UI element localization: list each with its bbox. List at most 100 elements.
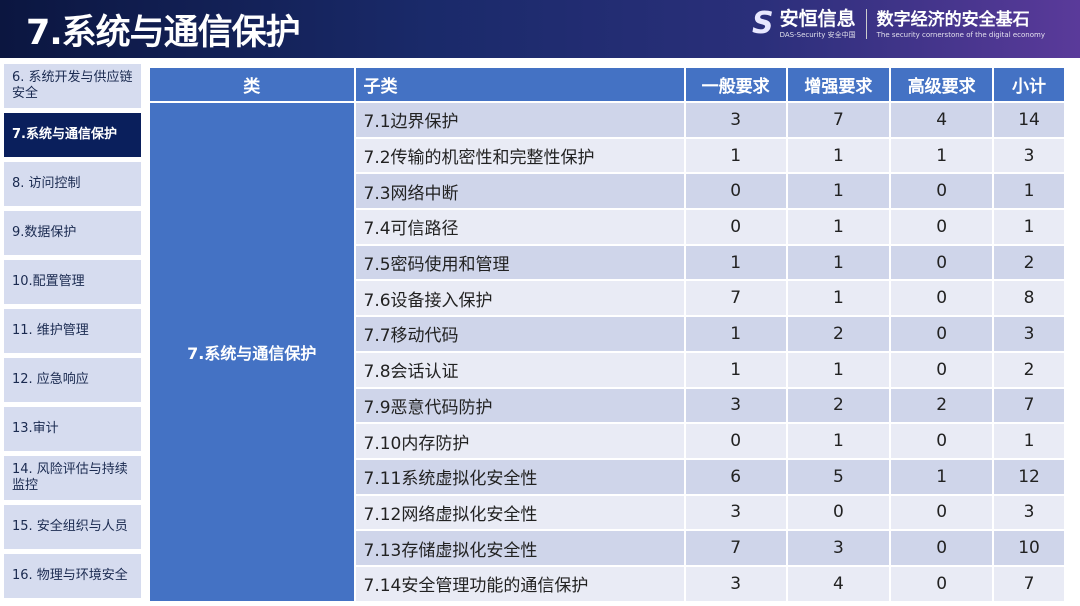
sidebar-item-label: 10.配置管理 (12, 274, 85, 289)
subcategory-cell: 7.8会话认证 (355, 352, 684, 387)
table-row: 7.2传输的机密性和完整性保护 1 1 1 3 (150, 138, 1064, 173)
count-cell: 8 (994, 281, 1064, 316)
count-cell: 0 (891, 174, 993, 209)
count-cell: 2 (787, 388, 890, 423)
count-cell: 1 (891, 459, 993, 494)
sidebar-item[interactable]: 15. 安全组织与人员 (4, 505, 141, 549)
sidebar-item-label: 11. 维护管理 (12, 323, 89, 338)
subcategory-cell: 7.5密码使用和管理 (355, 245, 684, 280)
subcategory-cell: 7.1边界保护 (355, 103, 684, 137)
count-cell: 1 (787, 138, 890, 173)
subcategory-cell: 7.4可信路径 (355, 210, 684, 244)
count-cell: 1 (787, 174, 890, 209)
count-cell: 7 (787, 103, 890, 137)
sidebar-item[interactable]: 13.审计 (4, 407, 141, 451)
sidebar-item-label: 8. 访问控制 (12, 176, 81, 191)
table-row: 7.5密码使用和管理 1 1 0 2 (150, 245, 1064, 280)
subcategory-cell: 7.11系统虚拟化安全性 (355, 459, 684, 494)
table-row: 7.8会话认证 1 1 0 2 (150, 352, 1064, 387)
count-cell: 2 (994, 245, 1064, 280)
sidebar-item[interactable]: 8. 访问控制 (4, 162, 141, 206)
count-cell: 3 (994, 138, 1064, 173)
table-row: 7.13存储虚拟化安全性 7 3 0 10 (150, 531, 1064, 565)
count-cell: 0 (891, 317, 993, 351)
sidebar-item[interactable]: 11. 维护管理 (4, 309, 141, 353)
sidebar-item[interactable]: 9.数据保护 (4, 211, 141, 255)
count-cell: 2 (994, 352, 1064, 387)
sidebar-item[interactable]: 12. 应急响应 (4, 358, 141, 402)
count-cell: 0 (685, 210, 786, 244)
count-cell: 3 (685, 495, 786, 530)
count-cell: 3 (994, 317, 1064, 351)
count-cell: 1 (787, 245, 890, 280)
table-row: 7.4可信路径 0 1 0 1 (150, 210, 1064, 244)
count-cell: 1 (994, 210, 1064, 244)
company-logo: S 安恒信息 DAS-Security 安全中国 数字经济的安全基石 The sec… (752, 6, 1045, 41)
slogan-en: The security cornerstone of the digital … (876, 30, 1045, 39)
sidebar-item[interactable]: 6. 系统开发与供应链安全 (4, 64, 141, 108)
count-cell: 1 (685, 245, 786, 280)
count-cell: 3 (685, 566, 786, 601)
sidebar-item-label: 6. 系统开发与供应链安全 (12, 70, 133, 101)
count-cell: 1 (891, 138, 993, 173)
sidebar-item[interactable]: 7.系统与通信保护 (4, 113, 141, 157)
subcategory-cell: 7.3网络中断 (355, 174, 684, 209)
sidebar-item[interactable]: 16. 物理与环境安全 (4, 554, 141, 598)
column-header: 小计 (994, 68, 1064, 101)
count-cell: 3 (685, 388, 786, 423)
column-header: 类 (150, 68, 354, 101)
count-cell: 1 (994, 174, 1064, 209)
sidebar-item-label: 15. 安全组织与人员 (12, 519, 128, 534)
subcategory-cell: 7.12网络虚拟化安全性 (355, 495, 684, 530)
table-row: 7.11系统虚拟化安全性 6 5 1 12 (150, 459, 1064, 494)
page-title: 7.系统与通信保护 (26, 13, 301, 53)
count-cell: 1 (787, 281, 890, 316)
count-cell: 3 (994, 495, 1064, 530)
table-row: 7.7移动代码 1 2 0 3 (150, 317, 1064, 351)
count-cell: 0 (891, 352, 993, 387)
table-row: 7.3网络中断 0 1 0 1 (150, 174, 1064, 209)
count-cell: 7 (994, 388, 1064, 423)
count-cell: 7 (685, 531, 786, 565)
count-cell: 2 (891, 388, 993, 423)
sidebar-item[interactable]: 14. 风险评估与持续监控 (4, 456, 141, 500)
count-cell: 7 (994, 566, 1064, 601)
count-cell: 0 (685, 424, 786, 458)
requirements-table: 类子类 一般要求 增强要求 高级要求 小计 7.系统与通信保护 7.1边界保护 3 7 4 14 7… (148, 66, 1066, 603)
table-row: 7.系统与通信保护 7.1边界保护 3 7 4 14 (150, 103, 1064, 601)
count-cell: 0 (891, 495, 993, 530)
column-header: 高级要求 (891, 68, 993, 101)
count-cell: 6 (685, 459, 786, 494)
logo-divider (865, 8, 867, 39)
sidebar-item-label: 12. 应急响应 (12, 372, 89, 387)
subcategory-cell: 7.14安全管理功能的通信保护 (355, 566, 684, 601)
sidebar-item-label: 13.审计 (12, 421, 59, 436)
sidebar-item[interactable]: 10.配置管理 (4, 260, 141, 304)
count-cell: 12 (994, 459, 1064, 494)
count-cell: 5 (787, 459, 890, 494)
logo-name: 安恒信息 (779, 7, 856, 30)
count-cell: 1 (685, 352, 786, 387)
count-cell: 3 (787, 531, 890, 565)
count-cell: 0 (891, 531, 993, 565)
header-banner: 7.系统与通信保护 S 安恒信息 DAS-Security 安全中国 数字经济的安… (0, 0, 1080, 58)
count-cell: 1 (994, 424, 1064, 458)
column-header: 增强要求 (787, 68, 890, 101)
count-cell: 0 (891, 281, 993, 316)
sidebar-item-label: 9.数据保护 (12, 225, 77, 240)
table-row: 7.6设备接入保护 7 1 0 8 (150, 281, 1064, 316)
count-cell: 1 (787, 352, 890, 387)
count-cell: 4 (787, 566, 890, 601)
count-cell: 0 (891, 210, 993, 244)
column-header: 一般要求 (685, 68, 786, 101)
count-cell: 3 (685, 103, 786, 137)
count-cell: 1 (685, 317, 786, 351)
subcategory-cell: 7.2传输的机密性和完整性保护 (355, 138, 684, 173)
count-cell: 0 (891, 424, 993, 458)
sidebar-item-label: 7.系统与通信保护 (12, 127, 117, 142)
sidebar-item-label: 14. 风险评估与持续监控 (12, 462, 128, 493)
subcategory-cell: 7.13存储虚拟化安全性 (355, 531, 684, 565)
count-cell: 0 (685, 174, 786, 209)
slogan: 数字经济的安全基石 (876, 9, 1030, 30)
count-cell: 4 (891, 103, 993, 137)
